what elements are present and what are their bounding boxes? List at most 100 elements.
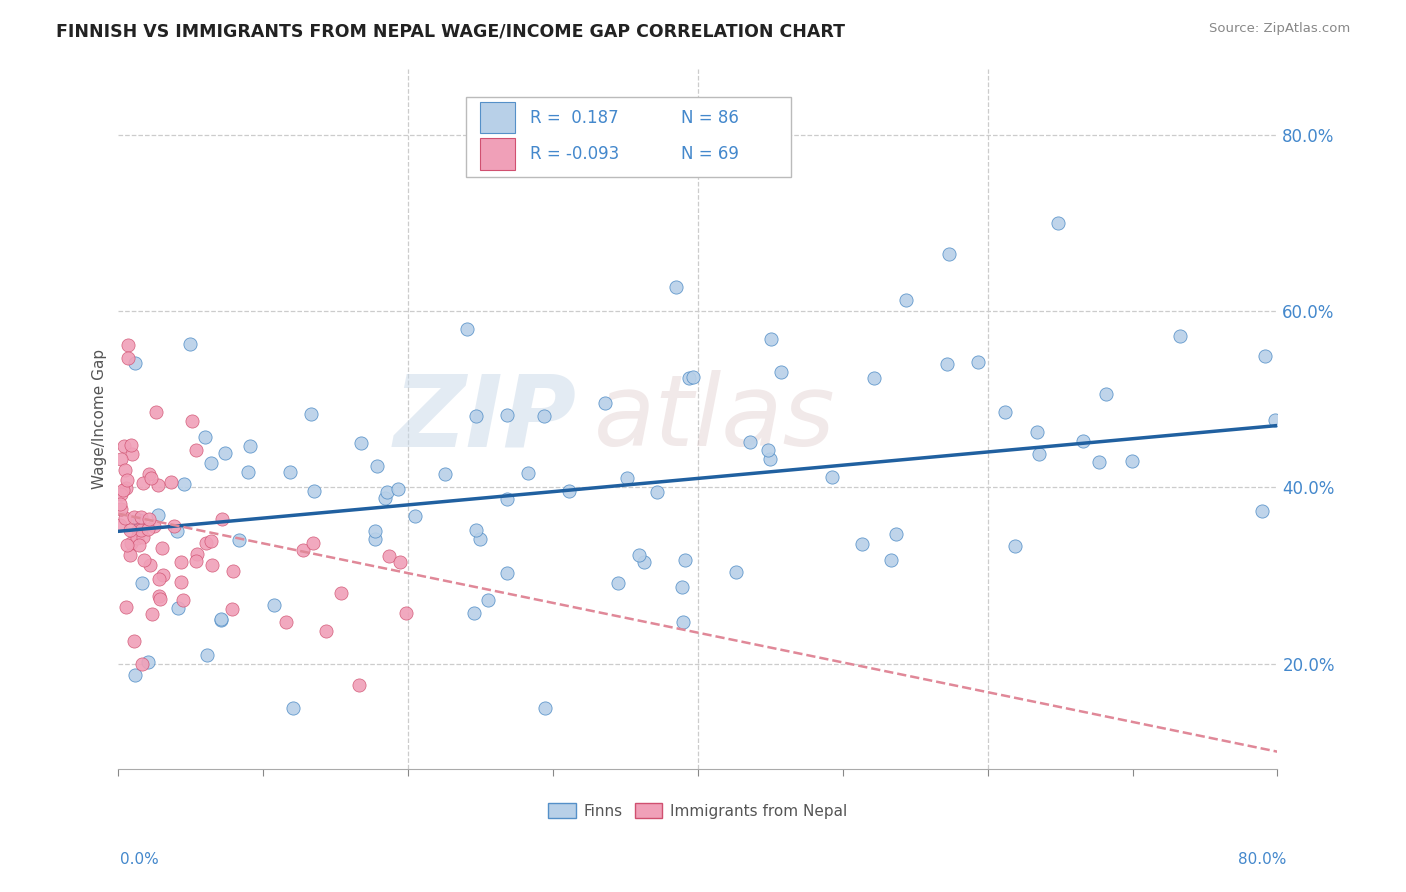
- Point: [665, 280, 688, 294]
- Point: [363, 533, 385, 547]
- Point: [209, 613, 232, 627]
- Point: [108, 497, 131, 511]
- Text: FINNISH VS IMMIGRANTS FROM NEPAL WAGE/INCOME GAP CORRELATION CHART: FINNISH VS IMMIGRANTS FROM NEPAL WAGE/IN…: [56, 22, 845, 40]
- Point: [139, 471, 162, 485]
- Point: [1071, 434, 1094, 449]
- Text: 0.0%: 0.0%: [120, 852, 159, 867]
- Point: [558, 483, 581, 498]
- Point: [124, 633, 146, 648]
- Y-axis label: Wage/Income Gap: Wage/Income Gap: [93, 349, 107, 489]
- Point: [201, 558, 224, 572]
- Point: [179, 337, 201, 351]
- Bar: [479, 102, 515, 133]
- Point: [136, 655, 159, 669]
- Point: [851, 537, 873, 551]
- Point: [117, 351, 139, 365]
- Point: [127, 524, 149, 538]
- Point: [108, 518, 131, 533]
- Text: N = 86: N = 86: [681, 109, 738, 127]
- Point: [136, 522, 159, 536]
- Point: [120, 549, 142, 563]
- Point: [184, 442, 207, 457]
- Point: [1088, 455, 1111, 469]
- Point: [516, 467, 538, 481]
- Point: [496, 566, 519, 581]
- Text: R =  0.187: R = 0.187: [530, 109, 619, 127]
- Point: [283, 700, 305, 714]
- Point: [496, 409, 519, 423]
- Point: [170, 575, 193, 590]
- Point: [364, 524, 387, 538]
- Point: [756, 443, 779, 458]
- Point: [759, 333, 782, 347]
- Point: [142, 519, 165, 533]
- Point: [222, 564, 245, 578]
- Point: [114, 463, 136, 477]
- Point: [1254, 349, 1277, 363]
- Point: [534, 700, 557, 714]
- Point: [129, 509, 152, 524]
- Point: [138, 512, 160, 526]
- Point: [148, 572, 170, 586]
- Point: [141, 607, 163, 622]
- Point: [725, 565, 748, 579]
- Point: [132, 530, 155, 544]
- Point: [1047, 216, 1070, 230]
- Point: [127, 531, 149, 545]
- Point: [299, 408, 322, 422]
- Point: [682, 370, 704, 384]
- Point: [820, 469, 842, 483]
- Point: [167, 601, 190, 615]
- Point: [159, 475, 181, 489]
- Point: [124, 667, 146, 681]
- Point: [1004, 540, 1026, 554]
- Point: [163, 518, 186, 533]
- Point: [496, 491, 519, 506]
- Point: [464, 409, 486, 424]
- Point: [468, 532, 491, 546]
- Point: [350, 436, 373, 450]
- Point: [671, 580, 693, 594]
- Point: [120, 438, 142, 452]
- Point: [1025, 425, 1047, 439]
- Point: [862, 371, 884, 385]
- Point: [276, 615, 298, 630]
- Point: [278, 465, 301, 479]
- Point: [395, 606, 418, 620]
- Point: [477, 593, 499, 607]
- Point: [770, 365, 793, 379]
- Point: [938, 247, 960, 261]
- Point: [533, 409, 555, 424]
- Point: [128, 538, 150, 552]
- Point: [616, 470, 638, 484]
- Point: [194, 536, 217, 550]
- Point: [173, 477, 195, 491]
- FancyBboxPatch shape: [467, 96, 790, 178]
- Point: [593, 396, 616, 410]
- Point: [120, 536, 142, 550]
- Point: [759, 452, 782, 467]
- Point: [880, 553, 903, 567]
- Point: [124, 356, 146, 370]
- Point: [1028, 447, 1050, 461]
- Point: [302, 536, 325, 550]
- Point: [740, 435, 762, 450]
- Point: [1095, 386, 1118, 401]
- Point: [239, 439, 262, 453]
- Point: [146, 508, 169, 523]
- Legend: Finns, Immigrants from Nepal: Finns, Immigrants from Nepal: [543, 797, 853, 825]
- Text: N = 69: N = 69: [681, 145, 738, 163]
- Point: [936, 357, 959, 371]
- Point: [221, 602, 243, 616]
- Point: [404, 509, 426, 524]
- Text: R = -0.093: R = -0.093: [530, 145, 619, 163]
- Point: [110, 487, 132, 501]
- Point: [184, 554, 207, 568]
- Point: [456, 322, 478, 336]
- Point: [387, 482, 409, 496]
- Point: [1250, 503, 1272, 517]
- Point: [993, 405, 1015, 419]
- Point: [678, 371, 700, 385]
- Point: [117, 473, 139, 487]
- Point: [375, 484, 398, 499]
